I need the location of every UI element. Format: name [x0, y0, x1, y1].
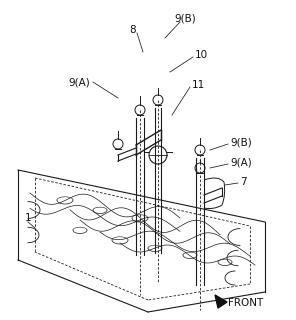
Text: 9(A): 9(A): [68, 77, 90, 87]
Polygon shape: [215, 295, 227, 308]
Text: 9(B): 9(B): [174, 13, 196, 23]
Text: 9(A): 9(A): [230, 157, 252, 167]
Text: 7: 7: [240, 177, 247, 187]
Text: 11: 11: [192, 80, 205, 90]
Text: 10: 10: [195, 50, 208, 60]
Text: 8: 8: [130, 25, 136, 35]
Text: 1: 1: [25, 213, 31, 223]
Text: FRONT: FRONT: [228, 298, 263, 308]
Text: 9(B): 9(B): [230, 137, 252, 147]
